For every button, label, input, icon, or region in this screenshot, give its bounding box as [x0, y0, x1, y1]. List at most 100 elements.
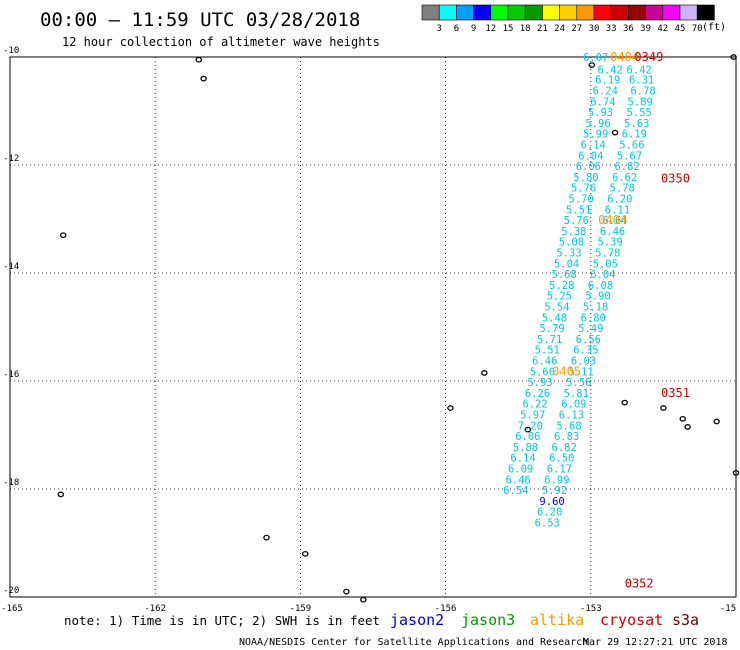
- colorbar-label: 9: [471, 24, 476, 34]
- data-label-jason2: 6.06: [515, 431, 540, 443]
- data-label-jason2: 6.74: [590, 96, 615, 108]
- data-label-jason2: 5.25: [547, 291, 572, 303]
- colorbar-unit: (ft): [702, 22, 726, 33]
- data-label-jason2: 6.53: [535, 517, 560, 529]
- y-tick-label: -16: [3, 370, 19, 380]
- data-label-jason2: 6.54: [503, 485, 528, 497]
- data-label-cryosat: 0350: [661, 172, 690, 186]
- colorbar-label: 18: [520, 24, 531, 34]
- colorbar-swatch: [679, 4, 698, 21]
- data-label-jason2: 6.24: [593, 85, 618, 97]
- y-tick-label: -10: [3, 46, 19, 56]
- data-label-jason2: 6.80: [581, 312, 606, 324]
- data-label-jason2: 5.11: [568, 366, 593, 378]
- data-label-jason2: 6.99: [544, 474, 569, 486]
- data-label-jason2: 6.14: [581, 139, 606, 151]
- data-label-jason2: 6.50: [549, 453, 574, 465]
- data-label-jason2: 5.48: [542, 312, 567, 324]
- data-label-jason2: 7.20: [518, 420, 543, 432]
- island-marker: [301, 550, 309, 557]
- island-marker: [481, 370, 488, 376]
- data-label-jason2: 6.78: [630, 85, 655, 97]
- data-label-jason2: 5.39: [598, 237, 623, 249]
- data-label-jason2: 5.51: [535, 345, 560, 357]
- data-label-jason2: 6.04: [578, 150, 603, 162]
- island-marker: [621, 399, 628, 406]
- island-marker: [360, 596, 367, 603]
- island-marker: [588, 62, 596, 68]
- data-label-jason2: 6.26: [525, 388, 550, 400]
- island-marker: [59, 232, 67, 239]
- data-label-jason2: 5.99: [583, 129, 608, 141]
- data-label-jason2: 5.56: [566, 377, 591, 389]
- data-label-jason2: 5.71: [537, 334, 562, 346]
- gridlines: [10, 57, 736, 597]
- data-label-jason2: 5.68: [556, 420, 581, 432]
- data-label-jason2: 5.54: [544, 301, 569, 313]
- x-tick-label: -162: [144, 604, 166, 614]
- data-label-jason2: 5.08: [559, 237, 584, 249]
- axis-ticks: -165 -162 -159 -156 -153 -15 -10 -12 -14 -16 -18 -2…: [1, 46, 736, 614]
- island-marker: [195, 56, 203, 63]
- legend-jason2: jason2: [390, 611, 444, 629]
- x-tick-label: -153: [580, 604, 602, 614]
- satellite-legend: jason2 jason3 altika cryosat s3a: [390, 611, 699, 629]
- colorbar-swatch: [559, 4, 578, 21]
- colorbar-label: 12: [485, 24, 496, 34]
- data-label-jason2: 5.78: [595, 247, 620, 259]
- island-marker: [684, 424, 691, 430]
- colorbar-label: 42: [657, 24, 668, 34]
- data-label-jason2: 6.46: [600, 226, 625, 238]
- data-label-jason2: 5.70: [568, 193, 593, 205]
- chart-title: 00:00 – 11:59 UTC 03/28/2018: [40, 9, 360, 31]
- data-label-jason2: 5.97: [520, 409, 545, 421]
- y-tick-label: -14: [3, 262, 19, 272]
- island-marker: [524, 426, 532, 433]
- footer-timestamp: Mar 29 12:27:21 UTC 2018: [583, 637, 728, 648]
- island-marker: [263, 534, 270, 541]
- data-label-jason2: 6.03: [571, 355, 596, 367]
- data-label-jason2: 5.92: [542, 485, 567, 497]
- data-label-jason2: 5.04: [554, 258, 579, 270]
- data-label-jason2: 6.83: [554, 431, 579, 443]
- data-label-jason2: 6.35: [573, 345, 598, 357]
- island-marker: [447, 405, 454, 411]
- data-label-jason2: 5.67: [617, 150, 642, 162]
- data-label-jason2: 6.62: [612, 172, 637, 184]
- data-label-altika: 0405: [552, 364, 581, 378]
- data-label-jason2: 5.93: [527, 377, 552, 389]
- colorbar-swatch: [542, 4, 560, 21]
- colorbar-label: 45: [675, 24, 686, 34]
- colorbar-legend: 3 6 9 12 15 18 21 24 27 30 33 36 39 42 45 70: [421, 4, 715, 34]
- colorbar-label: 30: [589, 24, 600, 34]
- data-label-jason2: 5.33: [556, 247, 581, 259]
- y-tick-label: -12: [3, 154, 19, 164]
- data-label-jason2: 6.64: [602, 215, 627, 227]
- data-label-jason2: 6.13: [559, 409, 584, 421]
- colorbar-swatch: [456, 4, 474, 21]
- data-label-jason2: 5.76: [571, 183, 596, 195]
- data-label-jason2: 5.79: [539, 323, 564, 335]
- colorbar-label: 21: [537, 24, 548, 34]
- data-label-jason2: 6.06: [576, 161, 601, 173]
- data-label-jason2: 6.09: [561, 399, 586, 411]
- data-label-altika: 0404: [598, 213, 627, 227]
- data-label-jason2: 6.31: [629, 75, 654, 87]
- data-label-jason2: 5.78: [610, 183, 635, 195]
- data-label-jason2: 5.55: [627, 107, 652, 119]
- data-label-jason2: 5.28: [549, 280, 574, 292]
- data-label-jason2: 6.42: [598, 64, 623, 76]
- data-label-altika: 0404: [610, 50, 639, 64]
- data-label-jason2: 5.90: [585, 291, 610, 303]
- data-label-jason2: 5.18: [583, 301, 608, 313]
- island-marker: [713, 418, 720, 425]
- y-tick-label: -18: [3, 478, 19, 488]
- colorbar-swatch: [628, 4, 646, 21]
- chart-subtitle: 12 hour collection of altimeter wave hei…: [62, 35, 380, 49]
- data-label-jason2: 6.07: [583, 52, 608, 64]
- colorbar-swatch: [438, 4, 457, 21]
- colorbar-label: 36: [623, 24, 634, 34]
- y-tick-label: -20: [3, 586, 19, 596]
- legend-altika: altika: [530, 611, 584, 629]
